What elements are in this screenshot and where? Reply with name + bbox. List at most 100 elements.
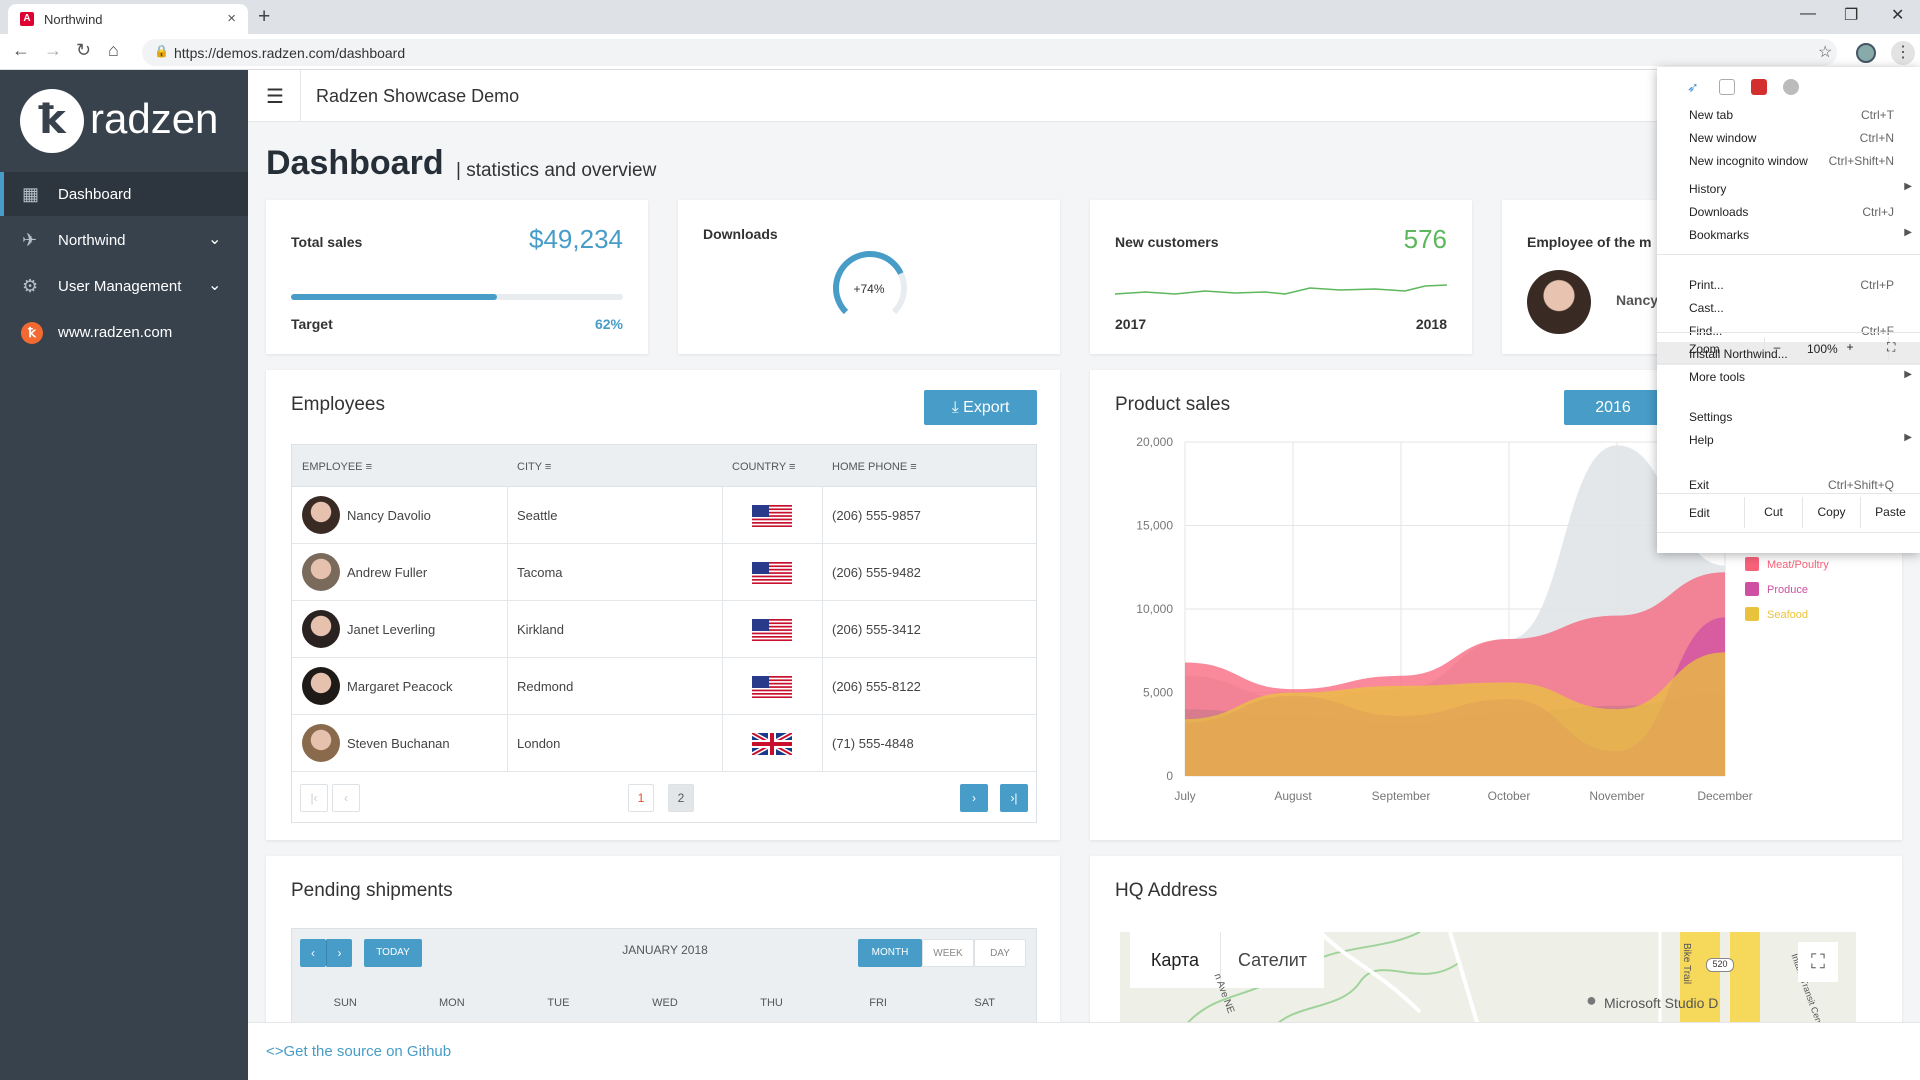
url-text: https://demos.radzen.com/dashboard (174, 45, 406, 61)
hq-map[interactable]: Карта Сателит n Ave NE Bike Trail 520 In… (1120, 932, 1856, 1022)
map-type-map-tab[interactable]: Карта (1130, 932, 1220, 988)
extension-cloud-icon[interactable] (1783, 79, 1799, 95)
home-icon[interactable]: ⌂ (108, 40, 119, 60)
cut-button[interactable]: Cut (1744, 497, 1802, 528)
fullscreen-icon[interactable]: ⛶ (1798, 942, 1838, 982)
view-day-button[interactable]: DAY (974, 939, 1026, 967)
menu-item[interactable]: Settings (1657, 405, 1920, 428)
menu-item[interactable]: Cast... (1657, 296, 1920, 319)
customers-sparkline (1115, 284, 1447, 295)
prev-month-button[interactable]: ‹ (300, 939, 326, 967)
sidebar-item-radzen-site[interactable]: ꝁ www.radzen.com (0, 310, 248, 354)
view-week-button[interactable]: WEEK (922, 939, 974, 967)
avatar (1527, 270, 1591, 334)
legend-label[interactable]: Meat/Poultry (1767, 559, 1829, 571)
table-row[interactable]: Janet Leverling Kirkland (206) 555-3412 (292, 601, 1036, 658)
extension-box-icon[interactable] (1719, 79, 1735, 95)
card-label: New customers (1115, 234, 1219, 250)
menu-item[interactable]: Downloads Ctrl+J (1657, 200, 1920, 223)
prev-page-button[interactable]: ‹ (332, 784, 360, 812)
plane-icon: ✈ (22, 230, 38, 250)
page-2-button[interactable]: 2 (668, 784, 694, 812)
gear-icon: ⚙ (22, 276, 39, 296)
shipments-calendar: ‹ › TODAY JANUARY 2018 MONTH WEEK DAY SU… (291, 928, 1037, 1022)
address-bar[interactable]: 🔒 https://demos.radzen.com/dashboard (142, 39, 1837, 66)
city-cell: Tacoma (517, 565, 563, 580)
view-month-button[interactable]: MONTH (858, 939, 922, 967)
table-row[interactable]: Margaret Peacock Redmond (206) 555-8122 (292, 658, 1036, 715)
column-header-phone[interactable]: HOME PHONE ≡ (832, 461, 917, 473)
submenu-arrow-icon: ▶ (1904, 181, 1912, 192)
edit-label: Edit (1689, 506, 1710, 520)
zoom-in-button[interactable]: + (1846, 340, 1854, 354)
sidebar-item-northwind[interactable]: ✈ Northwind ⌄ (0, 218, 248, 262)
paste-button[interactable]: Paste (1860, 497, 1920, 528)
bookmark-star-icon[interactable]: ☆ (1818, 44, 1833, 61)
menu-item-label: Find... (1689, 324, 1723, 338)
extension-cors-icon[interactable] (1751, 79, 1767, 95)
sidebar-item-user-management[interactable]: ⚙ User Management ⌄ (0, 264, 248, 308)
chrome-menu-icon[interactable]: ⋮ (1891, 41, 1915, 65)
menu-item[interactable]: New tab Ctrl+T (1657, 103, 1920, 126)
fullscreen-icon[interactable]: ⛶ (1887, 340, 1896, 354)
menu-item[interactable]: Install Northwind... (1657, 342, 1920, 365)
app-header: ☰ Radzen Showcase Demo (248, 70, 1920, 122)
chart-title: Product sales (1115, 394, 1231, 415)
browser-tab[interactable]: A Northwind × (8, 4, 248, 34)
export-button[interactable]: ⤓ Export (924, 390, 1037, 425)
menu-separator (1657, 254, 1920, 255)
menu-item[interactable]: New incognito window Ctrl+Shift+N (1657, 149, 1920, 172)
main-content: Dashboard | statistics and overview Tota… (248, 122, 1920, 1022)
footer: <>Get the source on Github (248, 1022, 1920, 1080)
new-tab-icon[interactable]: + (258, 5, 271, 28)
menu-item[interactable]: Bookmarks ▶ (1657, 223, 1920, 246)
column-header-employee[interactable]: EMPLOYEE ≡ (302, 461, 373, 473)
browser-tabstrip: A Northwind × + — ❐ ✕ (0, 0, 1920, 34)
submenu-arrow-icon: ▶ (1904, 369, 1912, 380)
menu-item[interactable]: New window Ctrl+N (1657, 126, 1920, 149)
menu-item[interactable]: History ▶ (1657, 177, 1920, 200)
us-flag-icon (752, 619, 792, 641)
github-link[interactable]: <>Get the source on Github (266, 1043, 452, 1060)
year-select-button[interactable]: 2016 (1564, 390, 1662, 425)
minimize-icon[interactable]: — (1800, 5, 1816, 22)
last-page-button[interactable]: ›| (1000, 784, 1028, 812)
column-header-city[interactable]: CITY ≡ (517, 461, 552, 473)
menu-item[interactable]: More tools ▶ (1657, 365, 1920, 388)
today-button[interactable]: TODAY (364, 939, 422, 967)
table-row[interactable]: Nancy Davolio Seattle (206) 555-9857 (292, 487, 1036, 544)
menu-item[interactable]: Help ▶ (1657, 428, 1920, 451)
restore-icon[interactable]: ❐ (1844, 7, 1859, 24)
back-icon[interactable]: ← (12, 40, 30, 60)
table-row[interactable]: Steven Buchanan London (71) 555-4848 (292, 715, 1036, 772)
column-header-country[interactable]: COUNTRY ≡ (732, 461, 796, 473)
page-1-button[interactable]: 1 (628, 784, 654, 812)
menu-item[interactable]: Print... Ctrl+P (1657, 273, 1920, 296)
menu-separator (1657, 363, 1920, 364)
hamburger-icon[interactable]: ☰ (266, 86, 284, 108)
first-page-button[interactable]: |‹ (300, 784, 328, 812)
extension-bird-icon[interactable]: ➶ (1687, 79, 1699, 95)
sidebar-item-dashboard[interactable]: ▦ Dashboard (0, 172, 248, 216)
menu-shortcut: Ctrl+T (1861, 108, 1894, 122)
profile-avatar[interactable] (1856, 43, 1876, 63)
employee-name-cell: Steven Buchanan (347, 736, 450, 751)
submenu-arrow-icon: ▶ (1904, 227, 1912, 238)
close-tab-icon[interactable]: × (227, 10, 236, 27)
menu-item[interactable]: Find... Ctrl+F (1657, 319, 1920, 342)
table-row[interactable]: Andrew Fuller Tacoma (206) 555-9482 (292, 544, 1036, 601)
sidebar-item-label: User Management (58, 278, 182, 295)
reload-icon[interactable]: ↻ (76, 40, 92, 60)
next-month-button[interactable]: › (326, 939, 352, 967)
forward-icon[interactable]: → (44, 40, 62, 60)
card-label: Total sales (291, 234, 363, 250)
map-type-satellite-tab[interactable]: Сателит (1220, 932, 1324, 988)
zoom-out-button[interactable]: – (1773, 340, 1781, 354)
copy-button[interactable]: Copy (1802, 497, 1860, 528)
legend-label[interactable]: Produce (1767, 584, 1808, 596)
menu-item[interactable]: Exit Ctrl+Shift+Q (1657, 473, 1920, 496)
close-window-icon[interactable]: ✕ (1891, 7, 1905, 24)
menu-item-label: New incognito window (1689, 154, 1808, 168)
legend-label[interactable]: Seafood (1767, 609, 1808, 621)
next-page-button[interactable]: › (960, 784, 988, 812)
